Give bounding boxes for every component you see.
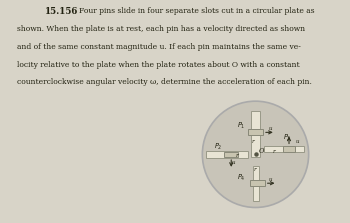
Text: u: u (269, 126, 272, 131)
Text: r: r (252, 139, 255, 144)
Text: $P_1$: $P_1$ (237, 120, 246, 130)
Bar (248, 130, 263, 135)
Circle shape (202, 101, 309, 207)
Text: r: r (236, 153, 239, 158)
Bar (250, 180, 265, 186)
Text: locity relative to the plate when the plate rotates about O with a constant: locity relative to the plate when the pl… (17, 61, 300, 68)
Bar (264, 146, 304, 152)
Bar (251, 111, 260, 157)
Text: O: O (258, 147, 264, 155)
Text: and of the same constant magnitude u. If each pin maintains the same ve-: and of the same constant magnitude u. If… (17, 43, 301, 51)
Text: counterclockwise angular velocity ω, determine the acceleration of each pin.: counterclockwise angular velocity ω, det… (17, 78, 312, 86)
Text: u: u (232, 160, 235, 165)
Bar (206, 151, 248, 158)
Text: $P_4$: $P_4$ (237, 172, 246, 183)
Text: Four pins slide in four separate slots cut in a circular plate as: Four pins slide in four separate slots c… (79, 7, 315, 15)
Text: $P_3$: $P_3$ (283, 133, 292, 143)
Text: r: r (273, 149, 275, 154)
Text: $P_2$: $P_2$ (214, 142, 222, 152)
Text: 15.156: 15.156 (45, 7, 78, 16)
Bar (283, 146, 295, 152)
Bar (224, 152, 238, 157)
Bar (253, 166, 259, 200)
Text: u: u (269, 177, 272, 182)
Text: r: r (253, 167, 256, 171)
Text: shown. When the plate is at rest, each pin has a velocity directed as shown: shown. When the plate is at rest, each p… (17, 25, 305, 33)
Text: u: u (295, 139, 299, 144)
